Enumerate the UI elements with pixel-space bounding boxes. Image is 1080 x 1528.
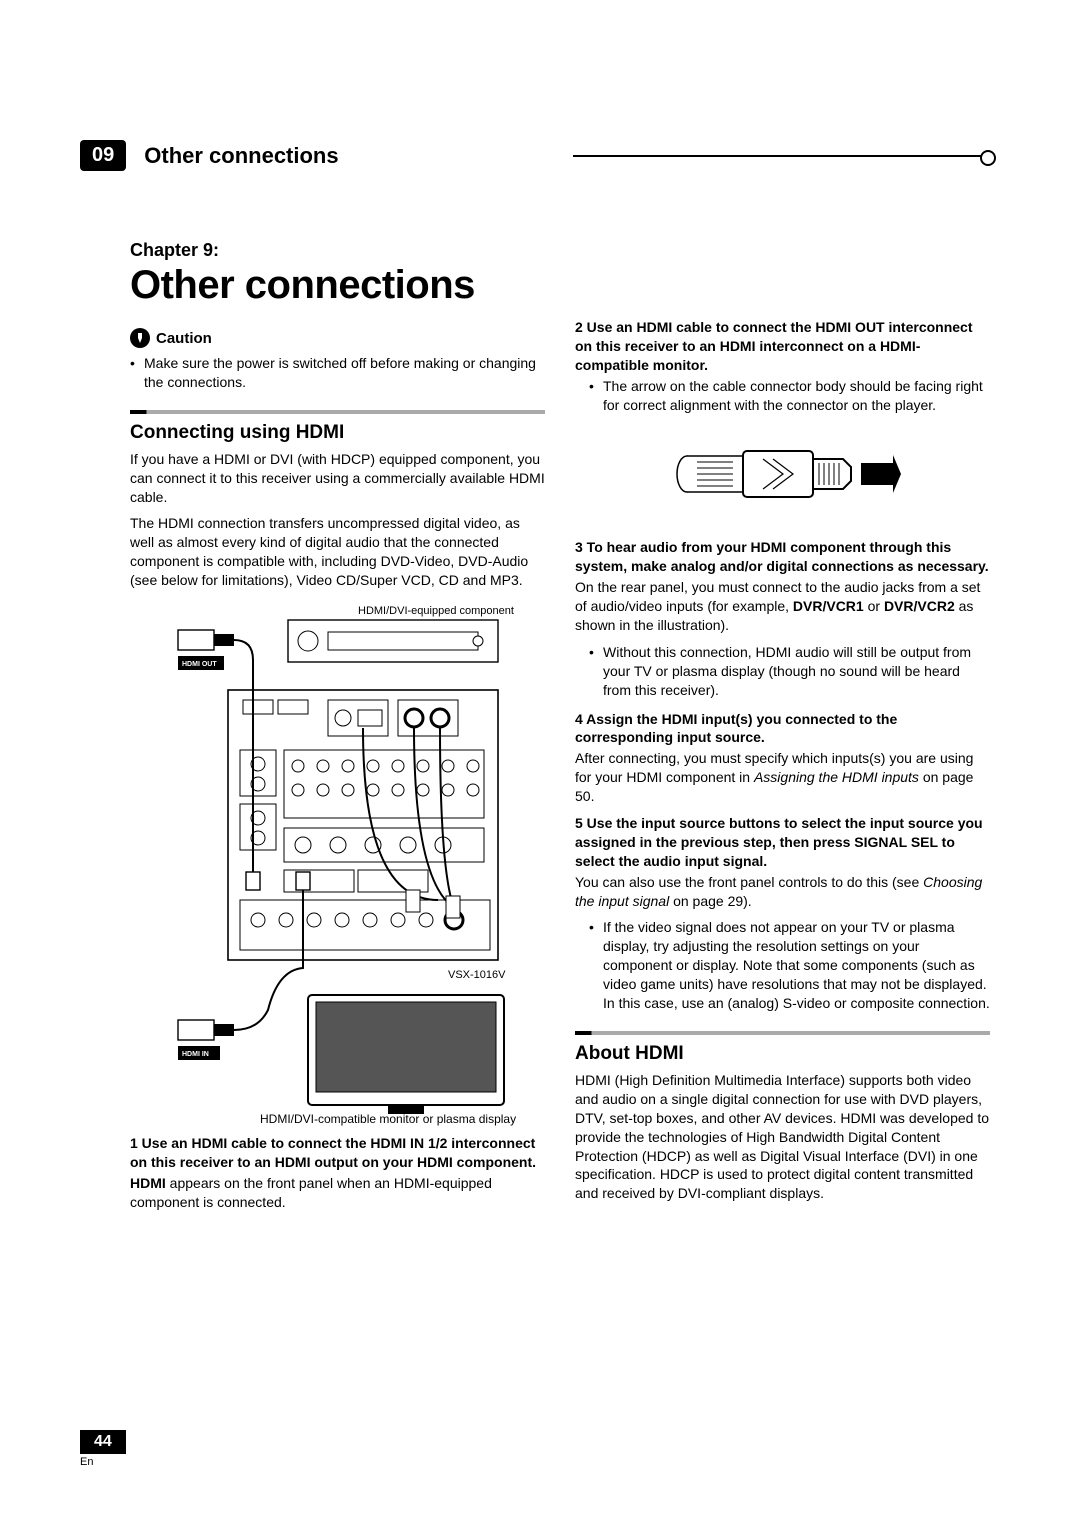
section-divider-2 [575, 1031, 990, 1035]
section2-para1: HDMI (High Definition Multimedia Interfa… [575, 1071, 990, 1203]
content-columns: Chapter 9: Other connections Caution Mak… [130, 240, 990, 1220]
chapter-number-badge: 09 [80, 140, 126, 171]
step5-head: 5 Use the input source buttons to select… [575, 814, 990, 871]
caution-list: Make sure the power is switched off befo… [130, 354, 545, 392]
step1-body: HDMI HDMI appears on the front panel whe… [130, 1174, 545, 1212]
diagram-model-label: VSX-1016V [448, 969, 506, 981]
section-heading-hdmi: Connecting using HDMI [130, 422, 545, 444]
connection-diagram: HDMI/DVI-equipped component HDMI OUT [130, 600, 545, 1120]
section1-para2: The HDMI connection transfers uncompress… [130, 514, 545, 590]
step2-bullet1: The arrow on the cable connector body sh… [603, 377, 990, 415]
step1-head: 1 Use an HDMI cable to connect the HDMI … [130, 1134, 545, 1172]
caution-icon [130, 328, 150, 348]
step5-body: You can also use the front panel control… [575, 873, 990, 911]
left-column: Chapter 9: Other connections Caution Mak… [130, 240, 545, 1220]
page-footer: 44 En [80, 1430, 126, 1468]
caution-label: Caution [156, 330, 212, 347]
page-header: 09 Other connections [80, 140, 990, 171]
header-rule [573, 155, 990, 157]
step3-body: On the rear panel, you must connect to t… [575, 578, 990, 635]
hdmi-connector-diagram [575, 424, 990, 524]
section-divider [130, 410, 545, 414]
step4-head: 4 Assign the HDMI input(s) you connected… [575, 710, 990, 748]
step5-bullets: If the video signal does not appear on y… [575, 918, 990, 1012]
diagram-top-label: HDMI/DVI-equipped component [358, 605, 514, 617]
chapter-label: Chapter 9: [130, 240, 545, 261]
page-number: 44 [80, 1430, 126, 1454]
section-heading-about: About HDMI [575, 1043, 990, 1065]
header-title: Other connections [144, 143, 561, 169]
step3-bullets: Without this connection, HDMI audio will… [575, 643, 990, 700]
step5-bullet1: If the video signal does not appear on y… [603, 918, 990, 1012]
chapter-title: Other connections [130, 263, 545, 308]
caution-item: Make sure the power is switched off befo… [144, 354, 545, 392]
diagram-bottom-label: HDMI/DVI-compatible monitor or plasma di… [260, 1112, 545, 1126]
step2-bullets: The arrow on the cable connector body sh… [575, 377, 990, 415]
lang-code: En [80, 1456, 126, 1468]
step3-head: 3 To hear audio from your HDMI component… [575, 538, 990, 576]
caution-row: Caution [130, 328, 545, 348]
step4-body: After connecting, you must specify which… [575, 749, 990, 806]
hdmi-out-label: HDMI OUT [182, 661, 217, 668]
hdmi-in-label: HDMI IN [182, 1051, 209, 1058]
step2-head: 2 Use an HDMI cable to connect the HDMI … [575, 318, 990, 375]
section1-para1: If you have a HDMI or DVI (with HDCP) eq… [130, 450, 545, 507]
step3-bullet1: Without this connection, HDMI audio will… [603, 643, 990, 700]
right-column: 2 Use an HDMI cable to connect the HDMI … [575, 240, 990, 1220]
